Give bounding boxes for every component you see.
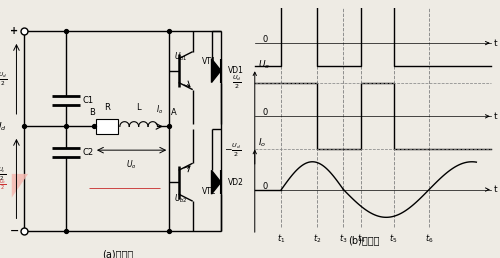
Text: $\frac{U_d}{2}$: $\frac{U_d}{2}$ <box>232 73 241 91</box>
Text: $-\frac{U_d}{2}$: $-\frac{U_d}{2}$ <box>224 142 242 159</box>
Text: C2: C2 <box>82 148 94 157</box>
Polygon shape <box>212 59 221 83</box>
Text: A: A <box>171 108 177 117</box>
Text: $t_2$: $t_2$ <box>312 232 321 245</box>
Text: VD2: VD2 <box>228 178 244 187</box>
Text: t: t <box>494 112 498 121</box>
Text: $I_o$: $I_o$ <box>258 137 266 149</box>
Text: $U_o$: $U_o$ <box>126 158 137 171</box>
Text: $I_o$: $I_o$ <box>156 103 164 116</box>
Polygon shape <box>12 174 28 198</box>
Bar <box>96 119 117 134</box>
Text: $U_{b1}$: $U_{b1}$ <box>174 50 188 63</box>
Text: (b)波形图: (b)波形图 <box>348 235 380 245</box>
Text: $U_o$: $U_o$ <box>258 58 270 71</box>
Text: 0: 0 <box>263 182 268 190</box>
Text: VT1: VT1 <box>202 57 216 66</box>
Text: B: B <box>88 108 94 117</box>
Text: $t_4$: $t_4$ <box>357 232 366 245</box>
Text: $U_{b2}$: $U_{b2}$ <box>174 192 188 205</box>
Text: 0: 0 <box>263 108 268 117</box>
Text: $\frac{U_c}{2}$: $\frac{U_c}{2}$ <box>0 178 6 193</box>
Text: L: L <box>136 103 141 112</box>
Text: (a)电路图: (a)电路图 <box>102 249 133 258</box>
Text: $\frac{U_d}{2}$: $\frac{U_d}{2}$ <box>0 70 7 88</box>
Text: t: t <box>494 185 498 194</box>
Text: $t_1$: $t_1$ <box>277 232 285 245</box>
Text: $U_d$: $U_d$ <box>0 120 7 133</box>
Text: VT2: VT2 <box>202 187 216 196</box>
Text: +: + <box>10 27 18 36</box>
Text: $t_5$: $t_5$ <box>390 232 398 245</box>
Text: −: − <box>10 226 19 236</box>
Text: $t_6$: $t_6$ <box>425 232 434 245</box>
Text: C1: C1 <box>82 96 94 105</box>
Text: 0: 0 <box>263 35 268 44</box>
Text: $\frac{U_c}{2}$: $\frac{U_c}{2}$ <box>0 165 6 182</box>
Text: VD1: VD1 <box>228 66 244 75</box>
Text: t: t <box>494 39 498 47</box>
Text: R: R <box>104 103 110 112</box>
Text: $t_3$: $t_3$ <box>339 232 347 245</box>
Polygon shape <box>212 170 221 194</box>
